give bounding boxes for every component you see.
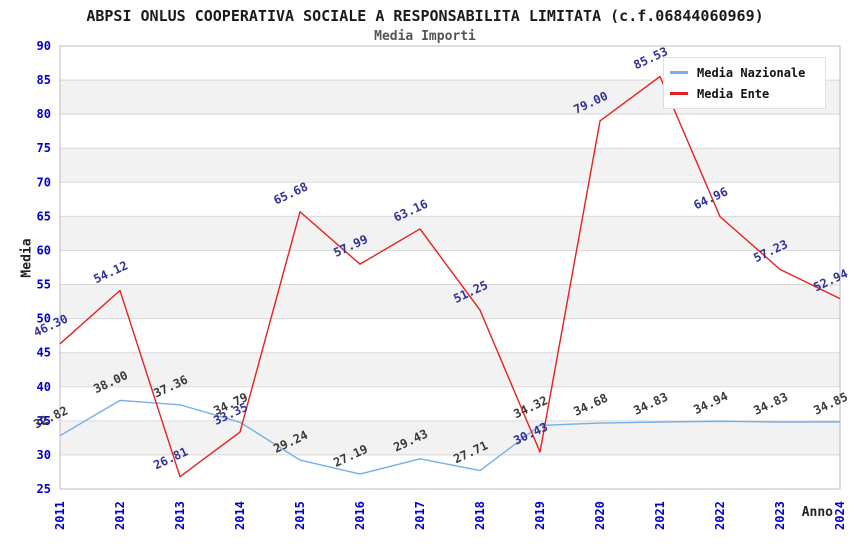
y-tick-label: 25 [37, 482, 51, 496]
x-tick-label: 2019 [533, 501, 547, 530]
plot-band [60, 182, 840, 217]
legend: Media Nazionale Media Ente [663, 57, 826, 109]
legend-item-media-ente: Media Ente [670, 83, 819, 104]
legend-label-nazionale: Media Nazionale [697, 65, 806, 80]
plot-band [60, 352, 840, 387]
chart-title: ABPSI ONLUS COOPERATIVA SOCIALE A RESPON… [86, 7, 764, 25]
chart-subtitle: Media Importi [374, 29, 476, 44]
y-tick-label: 45 [37, 346, 51, 360]
y-tick-label: 40 [37, 380, 51, 394]
x-tick-label: 2013 [173, 501, 187, 530]
plot-border [59, 45, 841, 490]
legend-label-ente: Media Ente [697, 86, 770, 101]
y-tick-label: 85 [37, 73, 51, 87]
x-tick-label: 2016 [353, 501, 367, 530]
plot-band [60, 250, 840, 285]
y-tick-label: 65 [37, 209, 51, 223]
x-axis-title: Anno [801, 505, 833, 520]
y-tick-label: 30 [37, 448, 51, 462]
plot-band [60, 386, 840, 421]
plot-band [60, 148, 840, 183]
legend-swatch-ente-icon [670, 92, 688, 95]
series-line-nazionale [59, 399, 841, 475]
x-tick-label: 2021 [653, 501, 667, 530]
legend-item-media-nazionale: Media Nazionale [670, 62, 819, 83]
plot-band [60, 114, 840, 149]
x-tick-label: 2024 [833, 501, 847, 530]
plot-band [60, 284, 840, 319]
y-tick-label: 50 [37, 312, 51, 326]
x-tick-label: 2020 [593, 501, 607, 530]
legend-swatch-nazionale-icon [670, 71, 688, 74]
plot-band [60, 420, 840, 455]
y-tick-label: 75 [37, 141, 51, 155]
y-tick-label: 35 [37, 414, 51, 428]
x-tick-label: 2018 [473, 501, 487, 530]
y-tick-label: 70 [37, 175, 51, 189]
plot-band [60, 318, 840, 353]
x-tick-label: 2012 [113, 501, 127, 530]
y-tick-label: 80 [37, 107, 51, 121]
x-tick-label: 2023 [773, 501, 787, 530]
x-tick-label: 2014 [233, 501, 247, 530]
y-tick-label: 90 [37, 39, 51, 53]
plot-band [60, 454, 840, 489]
x-tick-label: 2022 [713, 501, 727, 530]
x-tick-label: 2015 [293, 501, 307, 530]
series-line-ente [59, 75, 841, 478]
plot-band [60, 216, 840, 251]
x-tick-label: 2011 [53, 501, 67, 530]
x-tick-label: 2017 [413, 501, 427, 530]
y-tick-label: 60 [37, 243, 51, 257]
y-tick-label: 55 [37, 278, 51, 292]
